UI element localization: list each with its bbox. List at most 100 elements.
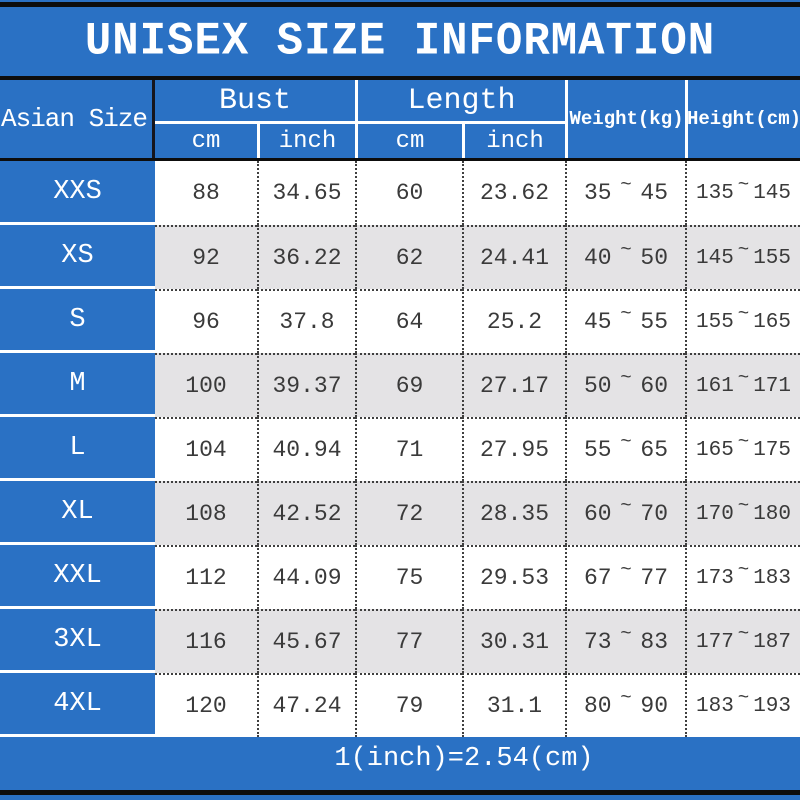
weight-min: 50 <box>584 373 612 399</box>
cell-height-range: 165 ~ 175 <box>685 417 800 481</box>
height-max: 165 <box>753 310 791 334</box>
size-label: XXL <box>0 545 155 609</box>
subheader-bust-inch: inch <box>257 124 355 158</box>
weight-max: 50 <box>640 245 668 271</box>
size-label: XS <box>0 225 155 289</box>
cell-weight-range: 35 ~ 45 <box>565 161 685 225</box>
height-min: 170 <box>696 502 734 526</box>
cell-length-cm: 71 <box>355 417 462 481</box>
height-min: 145 <box>696 246 734 270</box>
cell-length-inch: 28.35 <box>462 481 565 545</box>
table-header: Asian Size Bust Length cm inch cm inch W… <box>0 80 800 158</box>
weight-max: 55 <box>640 309 668 335</box>
cell-bust-inch: 44.09 <box>257 545 355 609</box>
top-border-line <box>0 2 800 7</box>
cell-bust-inch: 37.8 <box>257 289 355 353</box>
col-header-length: Length <box>355 80 565 124</box>
table-row: XL 108 42.52 72 28.35 60 ~ 70 170 ~ 180 <box>0 481 800 545</box>
table-row: XXL 112 44.09 75 29.53 67 ~ 77 173 ~ 183 <box>0 545 800 609</box>
weight-min: 40 <box>584 245 612 271</box>
height-min: 165 <box>696 438 734 462</box>
size-label: 3XL <box>0 609 155 673</box>
weight-max: 70 <box>640 501 668 527</box>
col-header-weight: Weight(kg) <box>565 80 685 158</box>
height-min: 183 <box>696 694 734 718</box>
cell-weight-range: 73 ~ 83 <box>565 609 685 673</box>
bottom-border-line <box>0 790 800 795</box>
title-banner: UNISEX SIZE INFORMATION <box>0 7 800 76</box>
cell-bust-cm: 92 <box>155 225 257 289</box>
tilde-symbol: ~ <box>737 623 750 645</box>
size-label: XXS <box>0 161 155 225</box>
cell-bust-inch: 39.37 <box>257 353 355 417</box>
cell-height-range: 177 ~ 187 <box>685 609 800 673</box>
tilde-symbol: ~ <box>620 239 632 261</box>
cell-weight-range: 67 ~ 77 <box>565 545 685 609</box>
cell-length-inch: 23.62 <box>462 161 565 225</box>
tilde-symbol: ~ <box>737 495 750 517</box>
weight-max: 65 <box>640 437 668 463</box>
tilde-symbol: ~ <box>737 174 750 196</box>
cell-bust-inch: 40.94 <box>257 417 355 481</box>
cell-length-cm: 64 <box>355 289 462 353</box>
tilde-symbol: ~ <box>620 559 632 581</box>
tilde-symbol: ~ <box>620 303 632 325</box>
table-row: M 100 39.37 69 27.17 50 ~ 60 161 ~ 171 <box>0 353 800 417</box>
cell-height-range: 145 ~ 155 <box>685 225 800 289</box>
divider-line-under-title <box>0 76 800 80</box>
col-header-asian-size: Asian Size <box>0 80 155 158</box>
cell-bust-inch: 36.22 <box>257 225 355 289</box>
cell-height-range: 135 ~ 145 <box>685 161 800 225</box>
cell-weight-range: 60 ~ 70 <box>565 481 685 545</box>
table-row: 3XL 116 45.67 77 30.31 73 ~ 83 177 ~ 187 <box>0 609 800 673</box>
height-min: 155 <box>696 310 734 334</box>
height-min: 173 <box>696 566 734 590</box>
tilde-symbol: ~ <box>737 431 750 453</box>
page-title: UNISEX SIZE INFORMATION <box>84 15 716 69</box>
tilde-symbol: ~ <box>737 367 750 389</box>
cell-weight-range: 80 ~ 90 <box>565 673 685 737</box>
height-min: 177 <box>696 630 734 654</box>
height-max: 145 <box>753 181 791 205</box>
cell-length-cm: 75 <box>355 545 462 609</box>
divider-line-under-header <box>0 158 800 161</box>
weight-min: 67 <box>584 565 612 591</box>
cell-height-range: 161 ~ 171 <box>685 353 800 417</box>
weight-min: 60 <box>584 501 612 527</box>
cell-height-range: 170 ~ 180 <box>685 481 800 545</box>
cell-bust-inch: 34.65 <box>257 161 355 225</box>
cell-bust-inch: 45.67 <box>257 609 355 673</box>
weight-max: 45 <box>640 180 668 206</box>
table-row: L 104 40.94 71 27.95 55 ~ 65 165 ~ 175 <box>0 417 800 481</box>
cell-weight-range: 40 ~ 50 <box>565 225 685 289</box>
col-header-height: Height(cm) <box>685 80 800 158</box>
subheader-length-cm: cm <box>355 124 462 158</box>
tilde-symbol: ~ <box>737 239 750 261</box>
tilde-symbol: ~ <box>620 174 632 196</box>
cell-length-inch: 31.1 <box>462 673 565 737</box>
table-row: S 96 37.8 64 25.2 45 ~ 55 155 ~ 165 <box>0 289 800 353</box>
size-label: L <box>0 417 155 481</box>
height-max: 155 <box>753 246 791 270</box>
weight-max: 90 <box>640 693 668 719</box>
height-max: 183 <box>753 566 791 590</box>
cell-length-inch: 30.31 <box>462 609 565 673</box>
cell-bust-inch: 42.52 <box>257 481 355 545</box>
tilde-symbol: ~ <box>620 367 632 389</box>
height-max: 171 <box>753 374 791 398</box>
cell-length-inch: 29.53 <box>462 545 565 609</box>
cell-length-cm: 77 <box>355 609 462 673</box>
weight-min: 55 <box>584 437 612 463</box>
tilde-symbol: ~ <box>737 559 750 581</box>
cell-length-inch: 27.95 <box>462 417 565 481</box>
height-min: 135 <box>696 181 734 205</box>
cell-height-range: 173 ~ 183 <box>685 545 800 609</box>
cell-bust-cm: 108 <box>155 481 257 545</box>
tilde-symbol: ~ <box>620 623 632 645</box>
cell-length-cm: 60 <box>355 161 462 225</box>
table-row: XS 92 36.22 62 24.41 40 ~ 50 145 ~ 155 <box>0 225 800 289</box>
size-label: XL <box>0 481 155 545</box>
weight-max: 77 <box>640 565 668 591</box>
cell-length-inch: 27.17 <box>462 353 565 417</box>
